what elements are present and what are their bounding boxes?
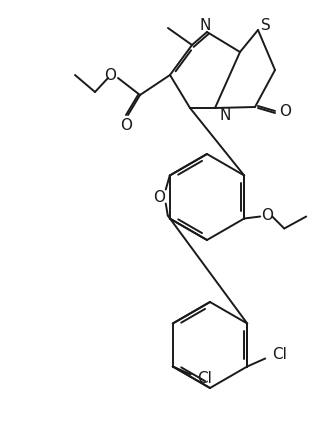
Text: Cl: Cl [272, 347, 287, 362]
Text: Cl: Cl [197, 371, 212, 386]
Text: N: N [219, 107, 231, 123]
Text: O: O [153, 190, 165, 205]
Text: O: O [261, 208, 273, 223]
Text: S: S [261, 18, 271, 32]
Text: O: O [279, 105, 291, 120]
Text: O: O [120, 117, 132, 133]
Text: O: O [104, 68, 116, 84]
Text: N: N [199, 18, 211, 32]
